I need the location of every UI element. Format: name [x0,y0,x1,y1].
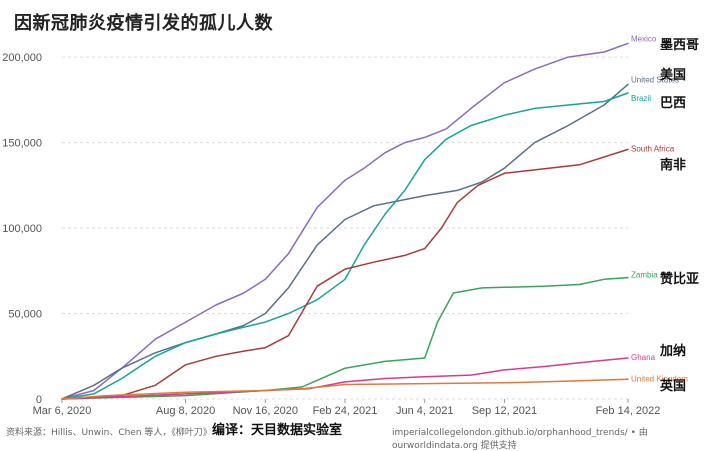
y-tick-label: 200,000 [2,52,42,64]
series-line-united-kingdom [61,378,629,400]
series-label-cn: 巴西 [660,96,686,111]
x-tick-label: Feb 14, 2022 [596,405,661,417]
series-lines [61,42,629,400]
y-tick-label: 150,000 [2,138,42,150]
series-line-ghana [61,357,629,400]
series-label-cn: 赞比亚 [659,271,699,287]
series-label-cn: 南非 [660,157,686,173]
grid-layer [62,56,628,400]
x-tick-label: Mar 6, 2020 [33,405,92,417]
series-label-en: South Africa [631,144,675,153]
x-tick-label: Aug 8, 2020 [156,405,215,417]
series-line-mexico [61,42,629,400]
x-tick-label: Feb 24, 2021 [313,405,378,417]
series-label-cn: 美国 [660,67,686,83]
series-label-cn: 墨西哥 [660,37,699,53]
series-label-cn: 加纳 [659,343,686,359]
series-label-cn: 英国 [659,378,686,394]
chart-title: 因新冠肺炎疫情引发的孤儿人数 [14,13,273,34]
source-note: 资料来源：Hillis、Unwin、Chen 等人，《柳叶刀》 [6,428,212,438]
data-credit: imperialcollegelondon.github.io/orphanho… [392,428,648,451]
series-label-en: Zambia [631,271,658,280]
series-label-en: Brazil [631,94,651,103]
line-chart: 0 50,000 100,000 150,000 200,000 Mar 6, 2020 A… [2,34,699,417]
y-tick-label: 100,000 [2,223,42,235]
editor-credit: 编译：天目数据实验室 [212,423,343,438]
series-label-en: Mexico [631,34,657,43]
series-line-brazil [61,92,629,400]
series-label-en: United States [631,75,679,84]
series-line-south-africa [61,148,629,400]
axis-layer: 0 50,000 100,000 150,000 200,000 Mar 6, 2020 A… [2,52,660,417]
series-label-en: Ghana [631,353,656,362]
series-line-united-states [61,83,629,400]
series-label-en: United Kingdom [631,374,688,383]
y-tick-label: 0 [36,394,42,406]
series-line-zambia [61,276,629,400]
x-tick-label: Nov 16, 2020 [233,405,298,417]
y-tick-label: 50,000 [8,309,42,321]
x-tick-label: Jun 4, 2021 [396,405,454,417]
x-tick-label: Sep 12, 2021 [472,405,537,417]
